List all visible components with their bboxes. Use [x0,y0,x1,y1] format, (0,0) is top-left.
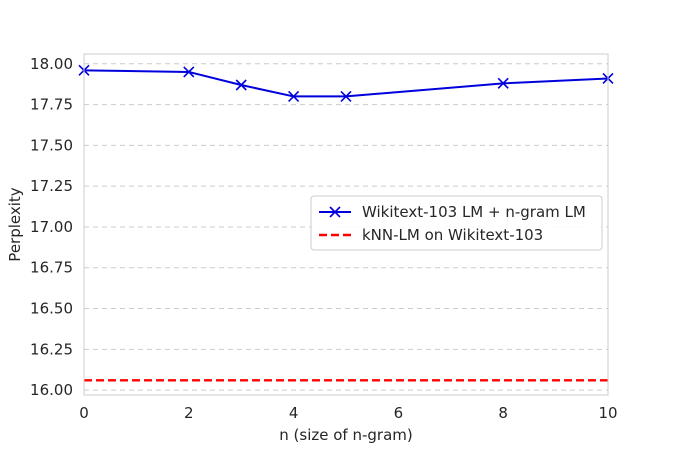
x-tick-label: 6 [394,404,404,422]
data-point-marker [235,79,247,91]
data-point-marker [288,90,300,102]
legend-entry-0: Wikitext-103 LM + n-gram LM [362,203,586,221]
x-tick-label: 0 [79,404,89,422]
y-tick-label: 16.25 [30,340,73,358]
x-tick-label: 2 [184,404,194,422]
y-tick-label: 17.00 [30,218,73,236]
legend-entry-1: kNN-LM on Wikitext-103 [362,226,543,244]
y-tick-label: 17.75 [30,96,73,114]
data-point-marker [340,90,352,102]
y-axis-label: Perplexity [6,187,24,261]
legend: Wikitext-103 LM + n-gram LM kNN-LM on Wi… [310,195,603,251]
x-tick-label: 10 [598,404,617,422]
data-point-marker [497,77,509,89]
data-point-marker [183,66,195,78]
plot-frame [83,53,609,396]
x-axis-label: n (size of n-gram) [279,426,412,444]
x-tick-labels: 0 2 4 6 8 10 [79,404,617,422]
legend-x-marker [329,206,341,218]
y-tick-label: 18.00 [30,55,73,73]
y-tick-label: 17.50 [30,136,73,154]
y-tick-label: 17.25 [30,177,73,195]
legend-box [310,195,603,251]
x-tick-label: 4 [289,404,299,422]
y-tick-label: 16.75 [30,259,73,277]
y-tick-labels: 16.00 16.25 16.50 16.75 17.00 17.25 17.50 17.75… [30,55,73,399]
x-tick-label: 8 [498,404,508,422]
legend-marker-x-icon [329,206,341,218]
y-tick-label: 16.50 [30,300,73,318]
y-tick-label: 16.00 [30,381,73,399]
